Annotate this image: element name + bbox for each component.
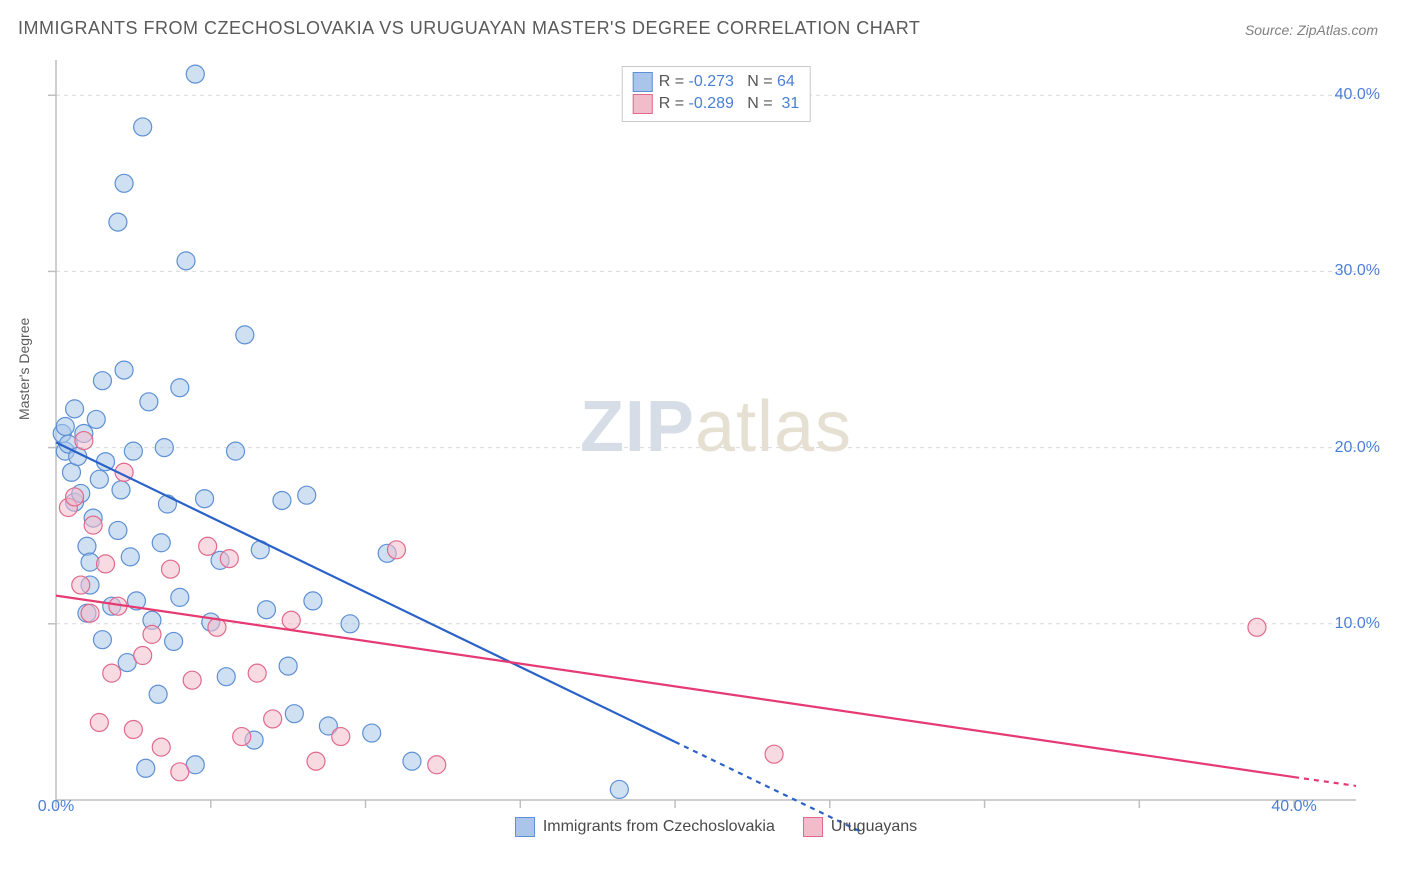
- y-axis-label: Master's Degree: [16, 318, 32, 420]
- y-tick-label: 30.0%: [1335, 262, 1380, 280]
- source-attribution: Source: ZipAtlas.com: [1245, 22, 1378, 38]
- legend-row: R = -0.273 N = 64: [633, 71, 800, 93]
- legend-swatch: [633, 94, 653, 114]
- series-legend: Immigrants from Czechoslovakia Uruguayans: [46, 817, 1386, 842]
- legend-swatch: [515, 817, 535, 837]
- y-tick-label: 20.0%: [1335, 439, 1380, 457]
- x-tick-label: 0.0%: [38, 798, 74, 816]
- correlation-legend: R = -0.273 N = 64R = -0.289 N = 31: [622, 66, 811, 122]
- y-tick-label: 40.0%: [1335, 86, 1380, 104]
- scatter-plot-svg: [46, 60, 1386, 840]
- y-tick-label: 10.0%: [1335, 615, 1380, 633]
- series-legend-item: Immigrants from Czechoslovakia: [515, 817, 775, 837]
- legend-swatch: [633, 72, 653, 92]
- series-legend-label: Uruguayans: [831, 818, 917, 836]
- legend-text: R = -0.289 N = 31: [659, 93, 800, 115]
- chart-area: Master's Degree ZIPatlas R = -0.273 N = …: [46, 60, 1386, 840]
- x-tick-label: 40.0%: [1271, 798, 1316, 816]
- legend-text: R = -0.273 N = 64: [659, 71, 795, 93]
- chart-title: IMMIGRANTS FROM CZECHOSLOVAKIA VS URUGUA…: [18, 18, 920, 39]
- legend-swatch: [803, 817, 823, 837]
- series-legend-item: Uruguayans: [803, 817, 917, 837]
- series-legend-label: Immigrants from Czechoslovakia: [543, 818, 775, 836]
- legend-row: R = -0.289 N = 31: [633, 93, 800, 115]
